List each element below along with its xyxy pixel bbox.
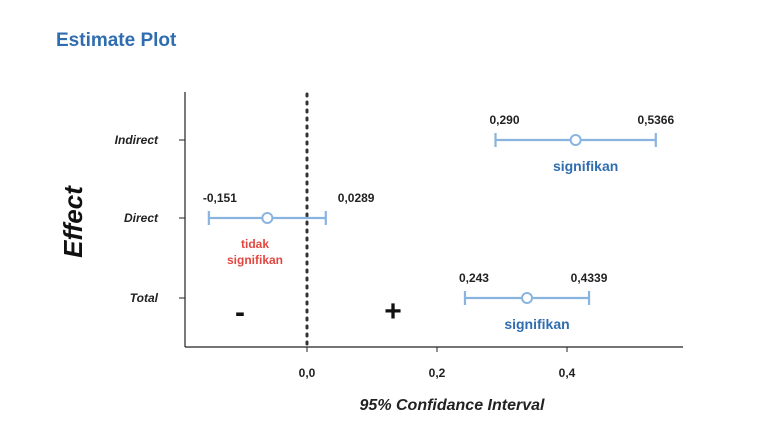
category-label-total: Total [130, 291, 159, 305]
significance-label-direct-line2: signifikan [227, 253, 283, 267]
negative-sign: - [235, 296, 245, 329]
x-tick-label: 0,2 [429, 366, 446, 380]
ci-lower-label: 0,243 [459, 271, 489, 285]
y-axis-label: Effect [58, 185, 88, 258]
ci-upper-label: 0,4339 [571, 271, 608, 285]
significance-label-direct-line1: tidak [241, 237, 269, 251]
ci-lower-label: -0,151 [203, 191, 237, 205]
ci-upper-label: 0,0289 [338, 191, 375, 205]
category-label-direct: Direct [124, 211, 159, 225]
category-label-indirect: Indirect [115, 133, 159, 147]
estimate-point-indirect [569, 134, 582, 146]
positive-sign: + [384, 295, 402, 328]
ci-lower-label: 0,290 [490, 113, 520, 127]
estimate-point-total [521, 292, 534, 304]
x-tick-label: 0,0 [299, 366, 316, 380]
x-tick-label: 0,4 [559, 366, 576, 380]
x-axis-label: 95% Confidance Interval [360, 397, 546, 414]
ci-upper-label: 0,5366 [637, 113, 674, 127]
significance-label-total: signifikan [504, 316, 569, 332]
chart-title: Estimate Plot [56, 30, 177, 51]
estimate-point-direct [261, 212, 274, 224]
significance-label-indirect: signifikan [553, 158, 618, 174]
